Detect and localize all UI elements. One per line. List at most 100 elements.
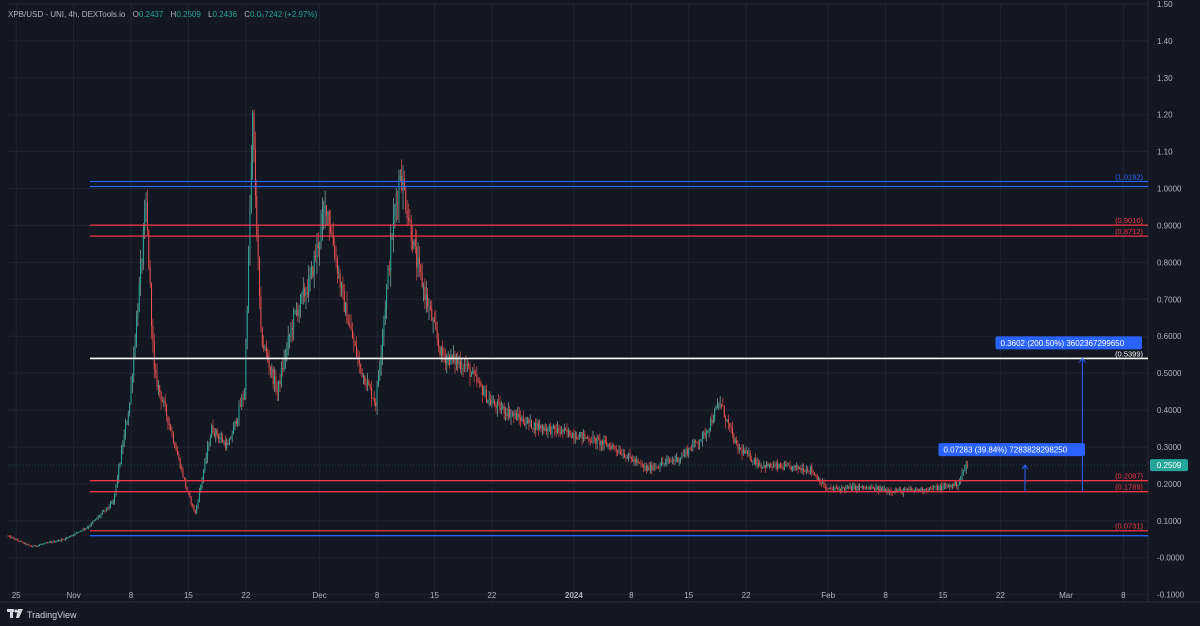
candle-body [264, 347, 266, 348]
y-tick-label: 0.5000 [1157, 369, 1182, 378]
candle-body [494, 401, 496, 406]
candle-body [908, 489, 910, 491]
candle-body [300, 294, 302, 308]
candle-body [939, 485, 941, 489]
candle-body [655, 466, 657, 468]
candle-body [794, 465, 796, 468]
candle-body [108, 507, 110, 509]
candle-body [458, 361, 460, 364]
level-label: (1.0192) [1115, 172, 1143, 181]
y-tick-label: 0.2000 [1157, 480, 1182, 489]
y-tick-label: 1.10 [1157, 148, 1173, 157]
candle-body [17, 539, 19, 541]
candle-body [596, 437, 598, 444]
candle-body [365, 384, 367, 387]
candle-body [133, 353, 135, 377]
candle-body [388, 268, 390, 271]
candle-body [652, 467, 654, 471]
candle-body [391, 236, 393, 238]
candle-body [695, 440, 697, 442]
candle-body [617, 450, 619, 453]
candle-body [172, 432, 174, 443]
candle-body [839, 488, 841, 491]
candle-body [394, 208, 396, 216]
candle-body [811, 466, 813, 473]
candle-body [815, 475, 817, 477]
candle-body [718, 404, 720, 406]
measure-label-text: 0.3602 (200.50%) 3602367299650 [1001, 339, 1125, 348]
candle-body [305, 292, 307, 297]
candle-body [418, 257, 420, 265]
candle-body [131, 376, 133, 385]
candle-body [556, 427, 558, 433]
candle-body [669, 459, 671, 462]
candle-body [775, 463, 777, 466]
candle-body [146, 202, 148, 231]
candle-body [224, 441, 226, 448]
candle-body [883, 489, 885, 490]
candle-body [719, 403, 721, 405]
candle-body [21, 541, 23, 542]
candle-body [675, 456, 677, 461]
candle-body [712, 420, 714, 423]
candle-body [25, 542, 27, 545]
candle-body [931, 487, 933, 490]
candle-body [842, 487, 844, 489]
candle-body [101, 511, 103, 515]
candle-body [218, 435, 220, 439]
candle-body [38, 544, 40, 546]
candle-body [62, 539, 64, 541]
candle-body [213, 433, 215, 436]
candle-body [774, 465, 776, 467]
candle-body [790, 466, 792, 470]
candle-body [913, 489, 915, 491]
candle-body [595, 437, 597, 444]
candle-body [327, 211, 329, 216]
candle-body [429, 306, 431, 309]
low-value: 0.2436 [212, 10, 237, 19]
candle-body [517, 413, 519, 420]
candle-body [465, 364, 467, 366]
candle-body [563, 428, 565, 433]
candle-body [681, 454, 683, 459]
candle-body [183, 477, 185, 480]
candle-body [608, 444, 610, 446]
candle-body [476, 374, 478, 382]
candle-body [781, 466, 783, 468]
y-tick-label: 0.7000 [1157, 295, 1182, 304]
candle-body [561, 429, 563, 433]
candle-body [818, 478, 820, 480]
candle-body [120, 449, 122, 463]
candle-body [566, 429, 568, 433]
candle-body [94, 518, 96, 521]
candle-body [827, 488, 829, 490]
candle-body [116, 478, 118, 485]
tradingview-brand[interactable]: TradingView [7, 609, 77, 620]
candle-body [196, 506, 198, 513]
candle-body [294, 310, 296, 312]
candle-body [402, 178, 404, 191]
candle-body [302, 288, 304, 294]
candle-body [924, 488, 926, 492]
candle-body [507, 409, 509, 417]
candle-body [319, 241, 321, 249]
candle-body [118, 466, 120, 479]
candle-body [450, 354, 452, 365]
candle-body [53, 541, 55, 543]
candle-body [70, 535, 72, 537]
candle-body [693, 440, 695, 446]
candle-body [760, 464, 762, 468]
candle-body [610, 445, 612, 450]
candle-body [573, 433, 575, 439]
candle-body [584, 433, 586, 439]
candle-body [14, 538, 16, 540]
candle-body [783, 464, 785, 470]
candle-body [880, 487, 882, 491]
candle-body [427, 294, 429, 307]
candle-body [373, 399, 375, 402]
candle-body [514, 413, 516, 416]
candle-body [521, 417, 523, 421]
candle-body [625, 457, 627, 459]
candle-body [928, 487, 930, 491]
